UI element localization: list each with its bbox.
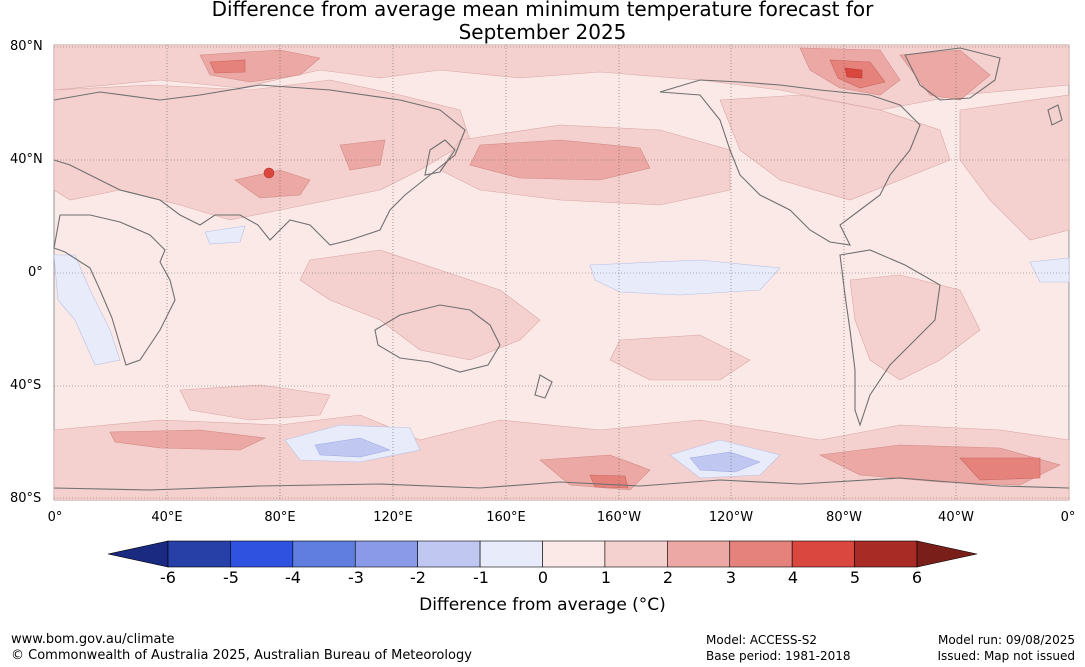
anomaly-layer-4-5	[263, 67, 863, 179]
lon-label-40w: 40°W	[938, 510, 974, 525]
lat-label-80n: 80°N	[10, 39, 43, 54]
siberia-hot-spot	[209, 59, 246, 74]
colorbar-tick-label: 6	[911, 568, 923, 587]
lat-label-0: 0°	[28, 265, 43, 280]
eurasia-warm-region	[53, 79, 471, 221]
west-africa-cool-patch	[1029, 257, 1070, 283]
gridlines	[54, 45, 1069, 500]
europe-asia-coast	[53, 84, 466, 246]
colorbar-segment	[791, 540, 855, 568]
colorbar-high-extension	[916, 540, 978, 568]
north-pacific-warm-core	[469, 139, 651, 181]
map-title-line2: September 2025	[458, 20, 627, 44]
maritime-continent-warm	[299, 249, 541, 361]
colorbar-tick-label: 5	[849, 568, 861, 587]
coastlines	[53, 47, 1070, 491]
east-asia-warm-core	[339, 139, 386, 171]
colorbar-segment	[292, 540, 356, 568]
karakoram-hot-spot	[263, 167, 275, 179]
colorbar-segment	[854, 540, 918, 568]
lat-label-40s: 40°S	[10, 378, 42, 393]
uk-coast	[1047, 104, 1063, 126]
greenland-coast	[904, 47, 1001, 101]
colorbar-title: Difference from average (°C)	[419, 595, 666, 615]
anomaly-layer-neg2	[314, 437, 761, 473]
colorbar-segment	[230, 540, 294, 568]
africa-coast	[53, 214, 176, 366]
ross-sea-cooler-core	[689, 451, 761, 473]
lat-label-80s: 80°S	[10, 491, 42, 506]
south-pacific-hot-spot	[589, 474, 629, 489]
colorbar-segment	[167, 540, 231, 568]
south-atlantic-hot-spot	[959, 457, 1041, 481]
south-america-coast	[839, 249, 941, 427]
colorbar-tick-label: 4	[787, 568, 799, 587]
lon-label-0-right: 0°	[1060, 510, 1076, 525]
lon-label-120w: 120°W	[708, 510, 754, 525]
lon-label-160e: 160°E	[486, 510, 526, 525]
north-america-warm-region	[719, 94, 951, 201]
colorbar-tick-label: 2	[662, 568, 674, 587]
colorbar-tick-label: 1	[600, 568, 612, 587]
siberia-warm-core	[199, 49, 321, 83]
japan-coast	[424, 139, 456, 176]
lon-label-120e: 120°E	[373, 510, 413, 525]
colorbar-segment	[667, 540, 731, 568]
colorbar-tick-label: 0	[537, 568, 549, 587]
base-period: Base period: 1981-2018	[706, 649, 851, 663]
south-pacific-warm-patch	[609, 334, 751, 381]
new-zealand-coast	[534, 374, 553, 399]
copyright-text: © Commonwealth of Australia 2025, Austra…	[11, 648, 472, 663]
colorbar-tick-label: -1	[473, 568, 489, 587]
lat-label-40n: 40°N	[10, 152, 43, 167]
east-pacific-cool-tongue	[589, 259, 781, 296]
colorbar-segment	[479, 540, 543, 568]
colorbar-tick-label: 3	[725, 568, 737, 587]
website-link[interactable]: www.bom.gov.au/climate	[11, 632, 175, 647]
colorbar-segment	[604, 540, 668, 568]
colorbar-segment	[542, 540, 606, 568]
model-run: Model run: 09/08/2025	[937, 633, 1075, 647]
colorbar-segment	[354, 540, 418, 568]
lon-label-0-left: 0°	[47, 510, 63, 525]
colorbar-segment	[729, 540, 793, 568]
colorbar-tick-label: -5	[223, 568, 239, 587]
east-atlantic-cool-patch	[53, 254, 121, 366]
issued-status: Issued: Map not issued	[937, 649, 1075, 663]
antarctica-coast	[53, 477, 1070, 491]
colorbar-segment	[417, 540, 481, 568]
colorbar-tick-label: -3	[348, 568, 364, 587]
south-america-warm	[849, 274, 981, 381]
north-america-coast	[659, 79, 921, 246]
southern-ocean-warm-core-1	[109, 429, 267, 451]
colorbar-tick-label: -4	[285, 568, 301, 587]
colorbar-tick-label: -2	[410, 568, 426, 587]
colorbar	[107, 540, 978, 568]
lon-label-80e: 80°E	[264, 510, 296, 525]
colorbar-low-extension	[107, 540, 169, 568]
south-indian-warm-patch	[179, 384, 331, 421]
colorbar-tick-label: -6	[160, 568, 176, 587]
arctic-canada-hot-spot	[844, 67, 863, 79]
indian-ocean-cool-patch	[204, 225, 246, 245]
southern-ocean-cooler-core	[314, 437, 391, 458]
lon-label-80w: 80°W	[826, 510, 862, 525]
lon-label-160w: 160°W	[596, 510, 642, 525]
map-title-line1: Difference from average mean minimum tem…	[211, 0, 874, 21]
lon-label-40e: 40°E	[151, 510, 183, 525]
australia-coast	[374, 304, 501, 373]
model-name: Model: ACCESS-S2	[706, 633, 818, 647]
